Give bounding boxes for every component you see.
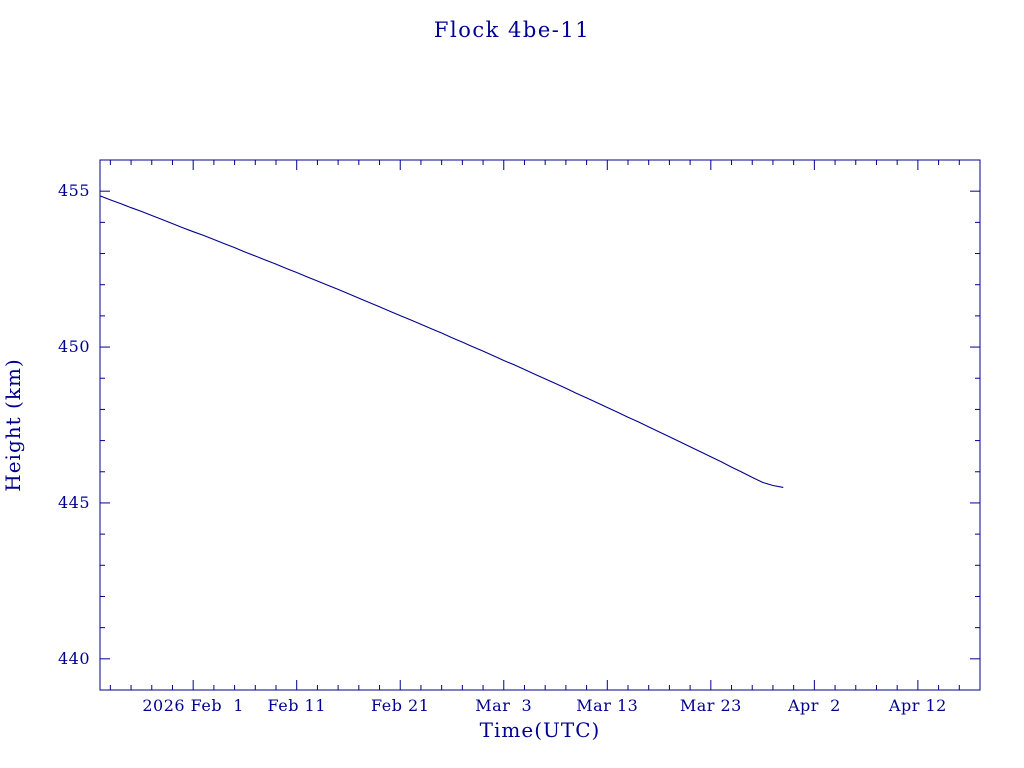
x-axis-title: Time(UTC) [480, 718, 601, 742]
y-tick-label: 440 [58, 649, 90, 668]
x-tick-label: Feb 21 [371, 696, 429, 715]
y-axis-title: Height (km) [1, 358, 25, 491]
height-series-line [99, 195, 784, 488]
x-tick-label: Mar 3 [475, 696, 532, 715]
x-tick-label: Apr 2 [787, 696, 841, 715]
y-tick-label: 455 [58, 181, 90, 200]
x-tick-label: Mar 13 [576, 696, 638, 715]
x-tick-label: 2026 Feb 1 [142, 696, 244, 715]
plot-frame [99, 159, 981, 691]
x-tick-label: Mar 23 [680, 696, 742, 715]
x-tick-label: Feb 11 [268, 696, 326, 715]
x-tick-label: Apr 12 [888, 696, 947, 715]
y-tick-label: 450 [58, 337, 90, 356]
chart-title: Flock 4be-11 [434, 18, 590, 42]
y-tick-label: 445 [58, 493, 90, 512]
